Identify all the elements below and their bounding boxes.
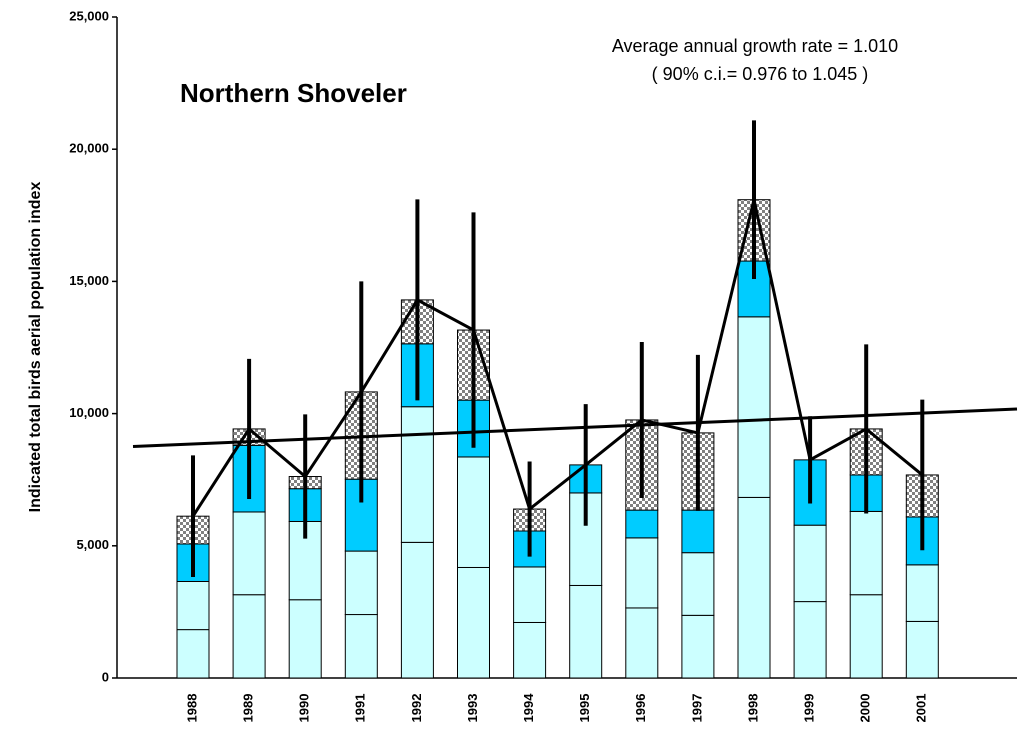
annotation: Average annual growth rate = 1.010 <box>612 36 898 56</box>
x-tick-label: 1995 <box>577 694 592 723</box>
bar-segment <box>849 510 883 596</box>
x-tick-label: 1988 <box>184 694 199 723</box>
y-tick-label: 5,000 <box>76 537 109 552</box>
x-tick-label: 1991 <box>353 694 368 723</box>
bar-segment <box>176 580 210 631</box>
y-tick-label: 10,000 <box>69 405 109 420</box>
bar-segment <box>737 316 771 498</box>
trend-line <box>132 407 1018 449</box>
bar-segment <box>681 614 715 679</box>
bar-segment <box>344 614 378 679</box>
x-tick-label: 1996 <box>633 694 648 723</box>
y-tick-label: 20,000 <box>69 141 109 156</box>
y-axis-label: Indicated total birds aerial population … <box>27 182 44 513</box>
total-line <box>191 199 924 517</box>
chart-title: Northern Shoveler <box>180 78 407 108</box>
bar-segment <box>793 524 827 603</box>
bar-segment <box>513 621 547 679</box>
x-tick-label: 1992 <box>409 694 424 723</box>
x-tick-label: 1989 <box>241 694 256 723</box>
bar-segment <box>457 566 490 679</box>
x-tick-label: 1994 <box>521 693 536 723</box>
x-tick-label: 1998 <box>745 694 760 723</box>
y-tick-label: 25,000 <box>69 8 109 23</box>
x-tick-label: 1993 <box>465 694 480 723</box>
bar-segment <box>232 511 266 596</box>
x-tick-label: 1997 <box>689 694 704 723</box>
bar-segment <box>625 509 659 539</box>
x-tick-label: 2001 <box>914 694 929 723</box>
bar-segment <box>569 584 603 679</box>
x-tick-label: 1999 <box>802 694 817 723</box>
bar-segment <box>625 537 659 609</box>
bar-segment <box>681 552 715 616</box>
bar-segment <box>681 509 715 554</box>
bar-segment <box>793 601 827 679</box>
bar-segment <box>288 599 322 679</box>
bar-segment <box>176 629 210 679</box>
bar-segment <box>344 550 378 616</box>
bar-segment <box>625 607 659 679</box>
y-tick-label: 0 <box>102 669 109 684</box>
bar-segment <box>905 620 939 679</box>
bar-segment <box>849 594 883 679</box>
bar-segment <box>400 541 434 679</box>
bar-segment <box>400 406 434 543</box>
bar-segment <box>513 566 547 623</box>
bar-segment <box>905 564 939 622</box>
x-tick-label: 2000 <box>858 694 873 723</box>
x-tick-label: 1990 <box>297 694 312 723</box>
bar-segment <box>737 496 771 679</box>
y-tick-label: 15,000 <box>69 273 109 288</box>
bar-segment <box>457 456 490 568</box>
bar-segment <box>232 594 266 679</box>
annotation: ( 90% c.i.= 0.976 to 1.045 ) <box>652 64 869 84</box>
